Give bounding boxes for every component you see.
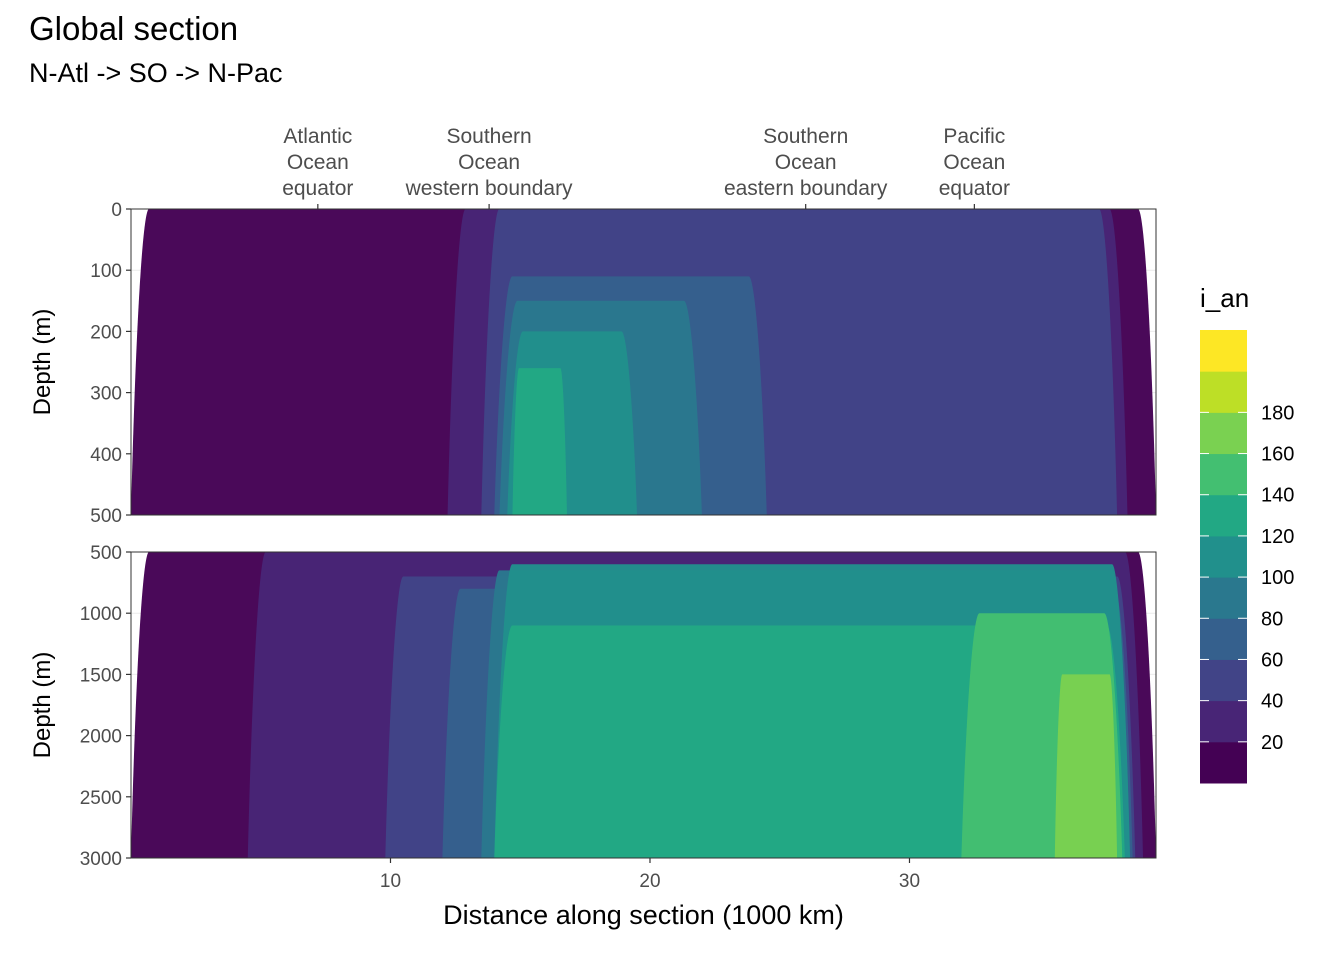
legend-swatch	[1200, 494, 1247, 537]
legend-swatch	[1200, 371, 1247, 413]
top-marker-label: Southern	[763, 125, 848, 148]
legend-swatch	[1200, 330, 1247, 372]
legend-label: 140	[1261, 485, 1294, 507]
y-tick-label-lower: 2500	[80, 788, 122, 809]
legend-label: 100	[1261, 567, 1294, 589]
legend-swatch	[1200, 618, 1247, 660]
legend-swatch	[1200, 577, 1247, 619]
legend-label: 160	[1261, 444, 1294, 466]
y-tick-label-upper: 500	[90, 506, 122, 527]
legend-swatch	[1200, 535, 1247, 578]
top-marker-label: equator	[939, 177, 1010, 200]
chart-title: Global section	[29, 10, 239, 47]
top-marker-label: Ocean	[943, 151, 1005, 174]
top-marker-label: Southern	[446, 125, 531, 148]
y-tick-label-lower: 500	[90, 543, 122, 564]
panel-upper-border	[130, 208, 1157, 516]
top-marker-label: equator	[282, 177, 353, 200]
contour-band-level_120_140-upper	[512, 368, 567, 515]
x-tick-label: 20	[639, 871, 660, 892]
y-tick-label-lower: 1000	[80, 604, 122, 625]
legend-swatch	[1200, 453, 1247, 496]
y-tick-label-upper: 0	[111, 200, 122, 221]
legend-label: 180	[1261, 402, 1294, 424]
top-marker-label: eastern boundary	[724, 177, 888, 200]
y-axis-title-upper: Depth (m)	[29, 309, 56, 416]
x-tick-label: 10	[380, 871, 401, 892]
legend-title: i_an	[1200, 283, 1249, 313]
panel-lower-border	[130, 551, 1157, 859]
legend-label: 80	[1261, 608, 1283, 630]
top-marker-label: Ocean	[775, 151, 837, 174]
legend-swatch	[1200, 659, 1247, 702]
legend-swatch	[1200, 741, 1247, 784]
legend-label: 60	[1261, 649, 1283, 671]
chart-subtitle: N-Atl -> SO -> N-Pac	[29, 58, 283, 88]
x-axis-title: Distance along section (1000 km)	[443, 900, 844, 930]
y-tick-label-upper: 300	[90, 384, 122, 405]
y-tick-label-upper: 100	[90, 261, 122, 282]
top-marker-label: western boundary	[405, 177, 573, 200]
y-tick-label-upper: 400	[90, 445, 122, 466]
top-marker-label: Atlantic	[283, 125, 352, 148]
legend-label: 20	[1261, 732, 1283, 754]
y-tick-label-lower: 3000	[80, 849, 122, 870]
legend-swatch	[1200, 412, 1247, 455]
y-tick-label-lower: 2000	[80, 727, 122, 748]
legend-label: 120	[1261, 526, 1294, 548]
legend-swatch	[1200, 700, 1247, 743]
top-marker-label: Pacific	[943, 125, 1005, 148]
legend-label: 40	[1261, 691, 1283, 713]
y-tick-label-lower: 1500	[80, 665, 122, 686]
top-marker-label: Ocean	[458, 151, 520, 174]
top-marker-label: Ocean	[287, 151, 349, 174]
x-tick-label: 30	[899, 871, 920, 892]
y-axis-title-lower: Depth (m)	[29, 652, 56, 759]
contour-band-level_160_180-lower	[1054, 674, 1118, 858]
y-tick-label-upper: 200	[90, 322, 122, 343]
